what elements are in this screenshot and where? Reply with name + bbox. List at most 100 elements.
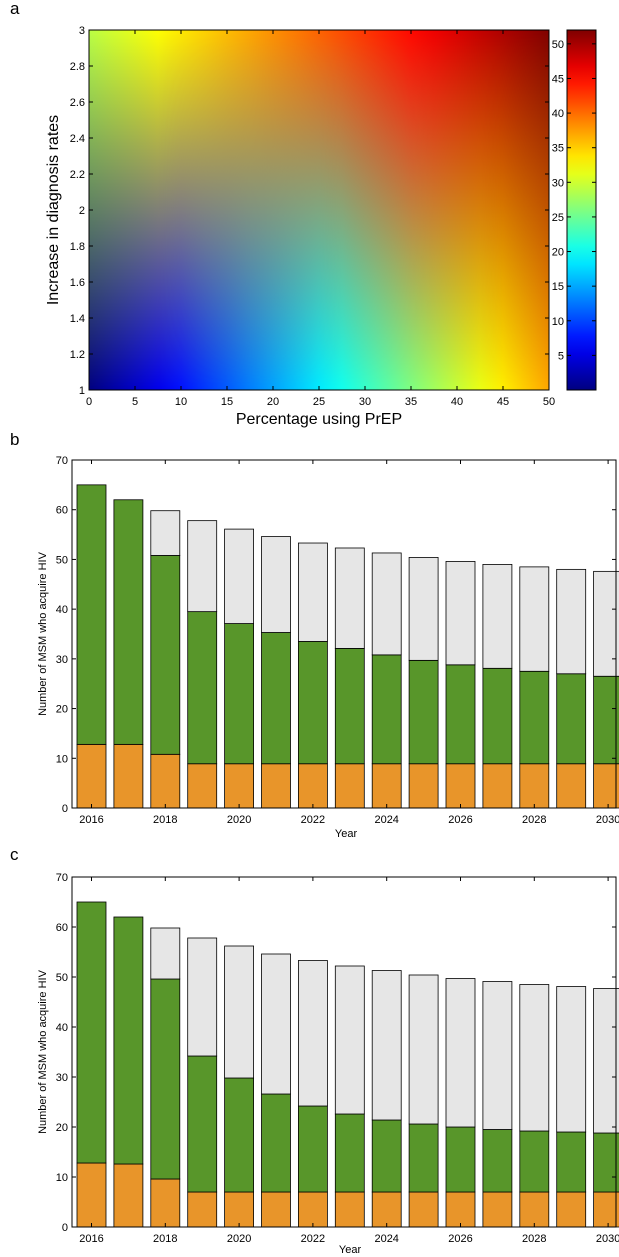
bar-segment-2021-0	[261, 1191, 291, 1228]
bar-segment-2017-1	[113, 499, 144, 745]
bar-segment-2029-2	[556, 986, 587, 1133]
panel-label-c: c	[10, 845, 19, 864]
bar-segment-2027-2	[482, 564, 513, 669]
colorbar-tick-label: 35	[552, 143, 564, 155]
bar-segment-2025-1	[408, 659, 439, 765]
y-tick-label: 50	[56, 972, 68, 984]
heatmap-y-tick-label: 1	[79, 385, 85, 397]
bar-segment-2025-2	[408, 557, 439, 661]
heatmap-x-tick-label: 25	[313, 396, 325, 408]
bar-segment-2018-0	[150, 753, 181, 809]
colorbar-tick-label: 5	[558, 350, 564, 362]
bar-segment-2018-1	[150, 555, 181, 755]
bar-segment-2024-2	[371, 552, 402, 656]
panel-label-a: a	[10, 0, 20, 18]
bar-segment-2024-1	[371, 654, 402, 765]
bar-segment-2017-1	[113, 916, 144, 1165]
bar-segment-2023-1	[334, 648, 365, 765]
chart-b-frame	[71, 459, 617, 809]
y-tick-label: 40	[56, 604, 68, 616]
bar-segment-2017-0	[113, 1163, 144, 1228]
y-tick-label: 60	[56, 505, 68, 517]
x-tick-label: 2016	[79, 814, 103, 826]
bar-segment-2025-0	[408, 763, 439, 809]
bar-segment-2022-1	[297, 641, 328, 765]
bar-segment-2026-0	[445, 763, 476, 809]
x-tick-label: 2030	[596, 814, 619, 826]
bar-segment-2030-1	[593, 675, 619, 765]
heatmap-y-tick-label: 1.6	[70, 277, 85, 289]
heatmap-y-tick-label: 2.6	[70, 97, 85, 109]
y-tick-label: 0	[62, 1222, 68, 1234]
heatmap-y-tick-label: 2.2	[70, 169, 85, 181]
bar-segment-2028-0	[519, 763, 550, 809]
heatmap-x-tick-label: 15	[221, 396, 233, 408]
bar-segment-2017-0	[113, 743, 144, 809]
y-tick-label: 40	[56, 1022, 68, 1034]
x-tick-label: 2022	[301, 1233, 325, 1245]
bar-segment-2025-0	[408, 1191, 439, 1228]
chart-c-frame	[71, 876, 617, 1228]
bar-segment-2028-0	[519, 1191, 550, 1228]
colorbar-tick-label: 45	[552, 73, 564, 85]
heatmap-x-tick-label: 10	[175, 396, 187, 408]
bar-segment-2028-1	[519, 670, 550, 765]
x-tick-label: 2030	[596, 1233, 619, 1245]
bar-segment-2019-1	[187, 1055, 218, 1193]
heatmap-x-tick-label: 20	[267, 396, 279, 408]
bar-segment-2027-0	[482, 1191, 513, 1228]
chart-b-y-axis-label: Number of MSM who acquire HIV	[37, 551, 49, 715]
bar-segment-2029-2	[556, 568, 587, 675]
colorbar-tick-label: 40	[552, 108, 564, 120]
bar-segment-2029-1	[556, 1131, 587, 1193]
bar-segment-2018-0	[150, 1178, 181, 1228]
colorbar	[566, 29, 597, 391]
bar-segment-2027-0	[482, 763, 513, 809]
chart-c-x-axis-label: Year	[339, 1244, 362, 1256]
bar-segment-2019-0	[187, 1191, 218, 1228]
x-tick-label: 2018	[153, 814, 177, 826]
bar-segment-2029-1	[556, 673, 587, 765]
bar-segment-2029-0	[556, 763, 587, 809]
y-tick-label: 20	[56, 704, 68, 716]
bar-segment-2022-0	[297, 763, 328, 809]
y-tick-label: 30	[56, 654, 68, 666]
panel-label-b: b	[10, 430, 19, 449]
bar-segment-2030-1	[593, 1132, 619, 1193]
bar-segment-2029-0	[556, 1191, 587, 1228]
heatmap-y-tick-label: 2.4	[70, 133, 85, 145]
bar-segment-2025-2	[408, 974, 439, 1125]
heatmap-y-tick-label: 1.8	[70, 241, 85, 253]
bar-segment-2024-0	[371, 1191, 402, 1228]
heatmap-y-axis-label: Increase in diagnosis rates	[45, 115, 62, 305]
bar-segment-2016-0	[76, 743, 107, 809]
y-tick-label: 70	[56, 872, 68, 884]
bar-segment-2021-0	[261, 763, 291, 809]
bar-segment-2027-1	[482, 667, 513, 765]
colorbar-tick-label: 10	[552, 316, 564, 328]
bar-segment-2023-0	[334, 1191, 365, 1228]
bar-segment-2019-0	[187, 763, 218, 809]
bar-segment-2030-0	[593, 1191, 619, 1228]
heatmap-x-tick-label: 40	[451, 396, 463, 408]
heatmap-y-tick-label: 1.4	[70, 313, 85, 325]
bar-segment-2026-0	[445, 1191, 476, 1228]
bar-segment-2019-2	[187, 937, 218, 1057]
bar-segment-2020-0	[224, 1191, 255, 1228]
heatmap-x-tick-label: 30	[359, 396, 371, 408]
heatmap-x-tick-label: 5	[132, 396, 138, 408]
bar-segment-2030-2	[593, 988, 619, 1134]
bar-segment-2030-2	[593, 570, 619, 677]
bar-segment-2024-0	[371, 763, 402, 809]
y-tick-label: 10	[56, 1172, 68, 1184]
y-tick-label: 50	[56, 554, 68, 566]
heatmap-x-tick-label: 50	[543, 396, 555, 408]
bar-segment-2025-1	[408, 1123, 439, 1193]
heatmap-y-tick-label: 2	[79, 205, 85, 217]
x-tick-label: 2028	[522, 1233, 546, 1245]
chart-c-y-axis-label: Number of MSM who acquire HIV	[37, 969, 49, 1133]
bar-segment-2027-2	[482, 981, 513, 1130]
bar-segment-2016-1	[76, 484, 107, 745]
